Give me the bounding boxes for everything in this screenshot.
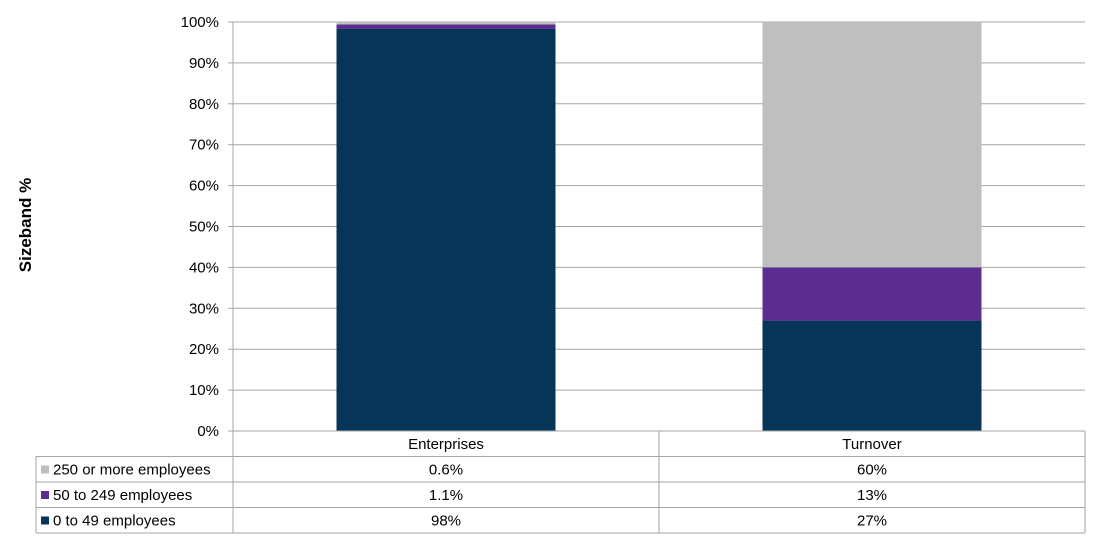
bar-segment	[336, 22, 556, 25]
data-label: 13%	[857, 487, 887, 504]
legend-label: 0 to 49 employees	[53, 513, 176, 530]
data-label: 1.1%	[429, 487, 463, 504]
y-tick-label: 10%	[189, 382, 219, 399]
legend-label: 50 to 249 employees	[53, 487, 192, 504]
data-label: 27%	[857, 513, 887, 530]
legend-label: 250 or more employees	[53, 462, 211, 479]
y-tick-label: 60%	[189, 178, 219, 195]
x-category-label: Turnover	[842, 436, 901, 453]
bar-segment	[762, 267, 982, 321]
bar-segment	[762, 22, 982, 268]
data-label: 60%	[857, 462, 887, 479]
y-tick-label: 20%	[189, 341, 219, 358]
x-category-label: Enterprises	[408, 436, 484, 453]
legend-swatch	[41, 516, 49, 525]
y-tick-label: 80%	[189, 96, 219, 113]
data-label: 0.6%	[429, 462, 463, 479]
y-tick-label: 0%	[197, 423, 219, 440]
bar-segment	[336, 24, 556, 29]
bar-segment	[336, 28, 556, 431]
legend-swatch	[41, 491, 49, 499]
y-tick-label: 50%	[189, 219, 219, 236]
data-label: 98%	[431, 513, 461, 530]
y-tick-label: 40%	[189, 259, 219, 276]
legend-swatch	[41, 465, 49, 474]
y-tick-label: 30%	[189, 300, 219, 317]
y-axis-label-text: Sizeband %	[16, 177, 35, 273]
bar-segment	[762, 320, 982, 431]
y-tick-label: 90%	[189, 55, 219, 72]
y-tick-label: 70%	[189, 137, 219, 154]
y-axis-label: Sizeband %	[6, 150, 46, 300]
y-tick-label: 100%	[181, 14, 219, 31]
